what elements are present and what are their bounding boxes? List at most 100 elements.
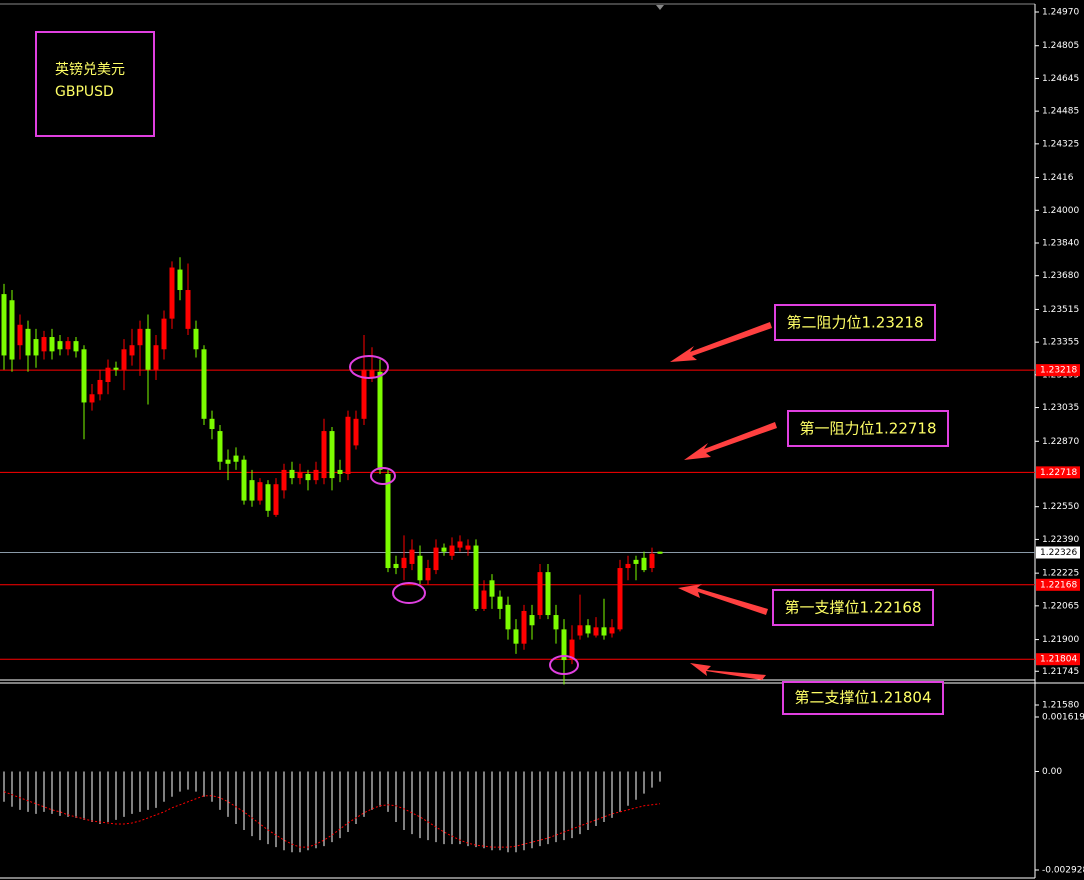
annotation: 第一阻力位1.22718 bbox=[799, 420, 936, 438]
last-price-bg bbox=[1036, 546, 1080, 559]
candle-body bbox=[537, 572, 543, 616]
annotation-box bbox=[782, 681, 944, 715]
candle-body bbox=[105, 367, 111, 383]
candle-body bbox=[441, 547, 447, 552]
y-tick-label: 1.23035 bbox=[1042, 403, 1079, 413]
candle-body bbox=[657, 551, 663, 554]
candle-body bbox=[433, 547, 439, 571]
candle-body bbox=[569, 639, 575, 661]
candle-body bbox=[385, 474, 391, 569]
candle-body bbox=[393, 563, 399, 569]
candle-body bbox=[329, 431, 335, 479]
candle-body bbox=[65, 341, 71, 350]
candle-body bbox=[57, 341, 63, 350]
candle-body bbox=[97, 379, 103, 395]
candle-body bbox=[9, 300, 15, 360]
candle-body bbox=[121, 349, 127, 370]
candle-body bbox=[17, 324, 23, 346]
candle-body bbox=[449, 545, 455, 556]
arrows bbox=[670, 322, 777, 680]
y-tick-label: 1.21580 bbox=[1042, 701, 1079, 711]
candle-body bbox=[513, 629, 519, 644]
candle-body bbox=[177, 269, 183, 291]
candle-body bbox=[257, 482, 263, 501]
level-label: 1.21804 bbox=[1040, 655, 1077, 665]
candle-body bbox=[561, 629, 567, 661]
candle-body bbox=[521, 610, 527, 644]
candle-body bbox=[337, 469, 343, 474]
candle-body bbox=[33, 339, 39, 356]
annotation-box bbox=[774, 304, 936, 341]
candle-body bbox=[617, 568, 623, 630]
candle-body bbox=[633, 559, 639, 564]
y-tick-label: 1.2416 bbox=[1042, 173, 1074, 183]
candle-body bbox=[369, 369, 375, 378]
candle-body bbox=[553, 615, 559, 630]
candle-body bbox=[73, 341, 79, 352]
y-tick-label: 1.22550 bbox=[1042, 502, 1079, 512]
candle-body bbox=[113, 367, 119, 370]
annotation: 第一支撑位1.22168 bbox=[784, 599, 921, 617]
y-tick-label: 1.24485 bbox=[1042, 107, 1079, 117]
y-tick-label: 1.24805 bbox=[1042, 41, 1079, 51]
annotation: 第二支撑位1.21804 bbox=[794, 689, 931, 707]
candle-body bbox=[241, 459, 247, 501]
candle-body bbox=[145, 328, 151, 370]
candle-body bbox=[457, 541, 463, 548]
candle-body bbox=[249, 480, 255, 501]
candle-body bbox=[593, 627, 599, 636]
level-label: 1.23218 bbox=[1040, 366, 1077, 376]
y-tick-label: 1.22065 bbox=[1042, 601, 1079, 611]
candle-body bbox=[297, 471, 303, 479]
candle-body bbox=[353, 418, 359, 446]
annotation-box bbox=[772, 589, 934, 626]
level-label: 1.22718 bbox=[1040, 468, 1077, 478]
title-box bbox=[35, 31, 155, 137]
y-tick-label: 1.21900 bbox=[1042, 635, 1079, 645]
candle-body bbox=[577, 625, 583, 636]
candle-body bbox=[545, 572, 551, 616]
y2-tick-label: 0.00 bbox=[1042, 767, 1062, 777]
highlight-ellipse bbox=[370, 467, 396, 485]
last-price-label: 1.22326 bbox=[1040, 548, 1077, 558]
y2-tick-label: 0.001619 bbox=[1042, 713, 1084, 723]
candle-body bbox=[361, 369, 367, 419]
candle-body bbox=[193, 328, 199, 350]
candle-body bbox=[217, 431, 223, 462]
candle-body bbox=[465, 545, 471, 550]
candle-body bbox=[89, 394, 95, 403]
candle-body bbox=[209, 418, 215, 430]
candle-body bbox=[129, 345, 135, 356]
arrow bbox=[690, 663, 766, 680]
candle-body bbox=[169, 267, 175, 319]
candle-body bbox=[409, 549, 415, 564]
y-tick-label: 1.24645 bbox=[1042, 74, 1079, 84]
y-tick-label: 1.22390 bbox=[1042, 535, 1079, 545]
candle-body bbox=[201, 349, 207, 419]
highlight-ellipse bbox=[549, 655, 579, 675]
candle-body bbox=[225, 459, 231, 464]
candle-body bbox=[161, 318, 167, 350]
y-tick-label: 1.23680 bbox=[1042, 271, 1079, 281]
candle-body bbox=[625, 563, 631, 569]
arrow bbox=[670, 322, 772, 362]
candle-body bbox=[505, 604, 511, 630]
candle-body bbox=[289, 469, 295, 479]
candle-body bbox=[49, 337, 55, 352]
candle-body bbox=[265, 484, 271, 511]
candle-body bbox=[401, 557, 407, 569]
candle-body bbox=[585, 625, 591, 634]
arrow bbox=[678, 584, 768, 615]
candle-body bbox=[233, 455, 239, 462]
y-tick-label: 1.24325 bbox=[1042, 139, 1079, 149]
candle-body bbox=[609, 627, 615, 634]
annotation: 第二阻力位1.23218 bbox=[786, 314, 923, 332]
scroll-marker bbox=[656, 5, 664, 10]
y-tick-label: 1.24000 bbox=[1042, 206, 1079, 216]
candle-body bbox=[273, 484, 279, 515]
y-tick-label: 1.22870 bbox=[1042, 437, 1079, 447]
y-tick-label: 1.23515 bbox=[1042, 305, 1079, 315]
candle-body bbox=[137, 328, 143, 346]
candle-body bbox=[321, 431, 327, 479]
